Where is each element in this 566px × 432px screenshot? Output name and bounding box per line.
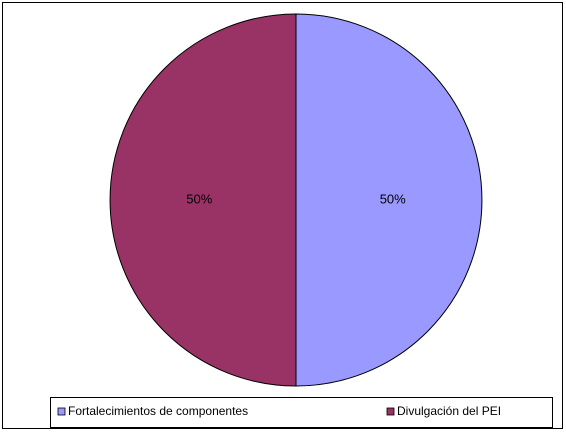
data-label: 50% [380, 191, 406, 206]
legend: Fortalecimientos de componentes Divulgaci… [50, 397, 553, 428]
legend-box [50, 397, 553, 428]
legend-label: Fortalecimientos de componentes [68, 404, 248, 418]
legend-swatch [386, 407, 395, 416]
pie-slice [295, 13, 483, 387]
pie: 50% 50% [109, 13, 483, 387]
pie-slice [109, 13, 297, 387]
legend-label: Divulgación del PEI [397, 404, 501, 418]
data-label: 50% [186, 191, 212, 206]
legend-swatch [57, 407, 66, 416]
